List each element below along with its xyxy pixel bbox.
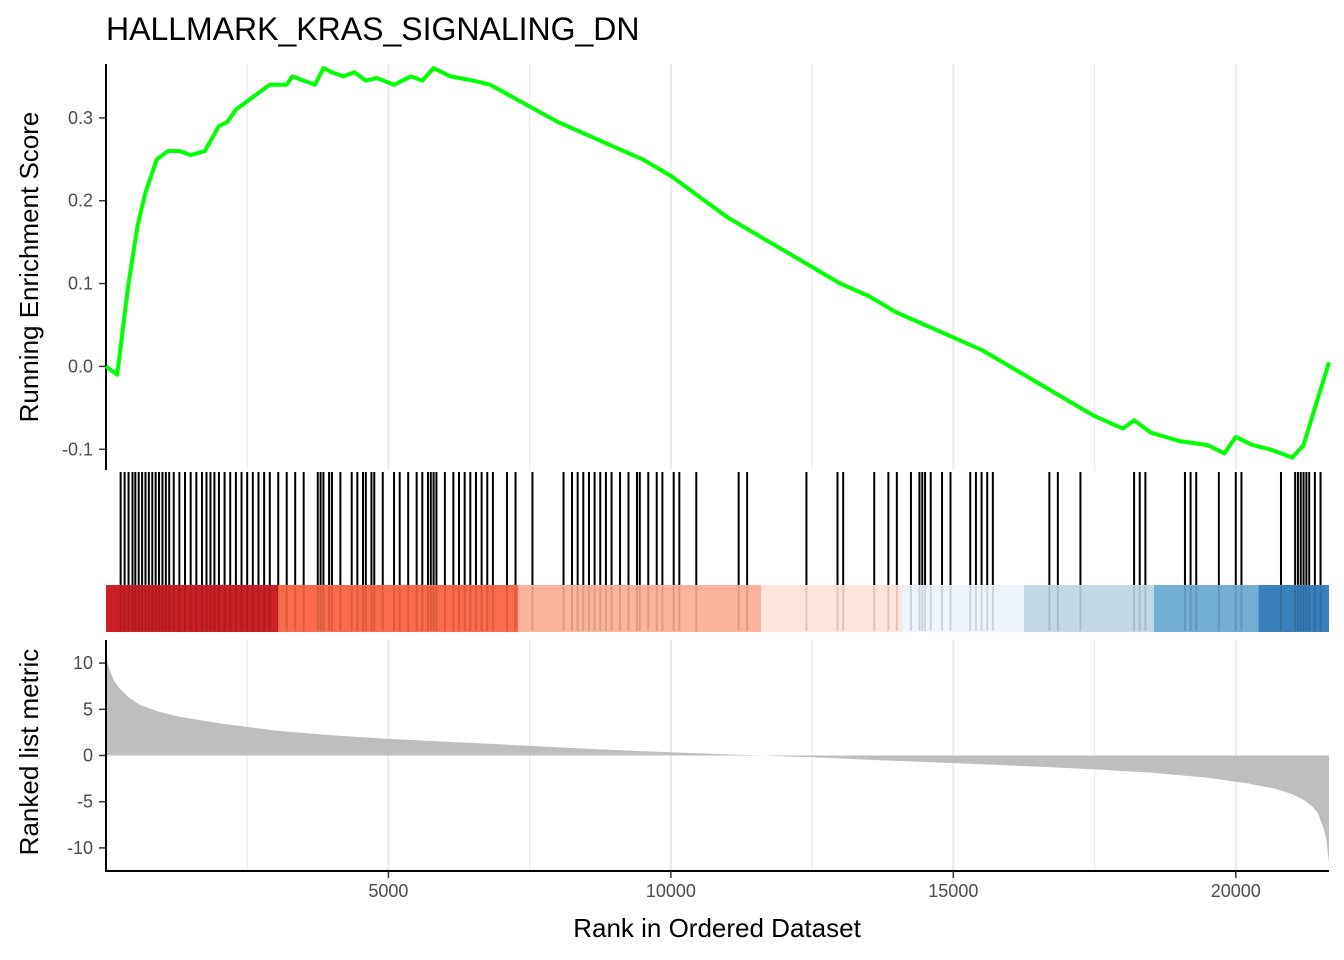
rank-y-tick-label: 5 [83, 699, 93, 719]
x-tick-label: 10000 [646, 881, 696, 901]
rank-y-tick-label: -10 [67, 838, 93, 858]
color-band [1023, 585, 1154, 632]
color-band [761, 585, 903, 632]
es-y-axis-ticks: -0.1 0.0 0.1 0.2 0.3 [62, 108, 106, 459]
band-hit-markers [119, 586, 1322, 631]
hit-markers-panel [119, 472, 1322, 586]
ranked-metric-area [106, 644, 1329, 862]
rank-y-axis-ticks: -10 -5 0 5 10 [67, 653, 106, 858]
x-tick-label: 15000 [928, 881, 978, 901]
rank-y-tick-label: 0 [83, 746, 93, 766]
color-gradient-band [106, 585, 1329, 632]
color-band [1258, 585, 1329, 632]
rank-y-tick-label: 10 [73, 653, 93, 673]
color-band [1153, 585, 1259, 632]
es-y-tick-label: -0.1 [62, 439, 93, 459]
x-axis-ticks: 5000 10000 15000 20000 [368, 871, 1261, 901]
plot-title: HALLMARK_KRAS_SIGNALING_DN [106, 11, 640, 47]
color-band [106, 585, 279, 632]
x-tick-label: 20000 [1211, 881, 1261, 901]
color-band [518, 585, 762, 632]
es-y-axis-title: Running Enrichment Score [14, 112, 44, 423]
color-band [278, 585, 519, 632]
es-y-tick-label: 0.3 [68, 108, 93, 128]
rank-y-tick-label: -5 [77, 792, 93, 812]
es-y-tick-label: 0.0 [68, 356, 93, 376]
rank-y-axis-title: Ranked list metric [14, 649, 44, 856]
ranked-metric-panel: -10 -5 0 5 10 5000 10000 15000 20000 Ranked lis… [14, 640, 1329, 943]
vertical-gridlines [246, 64, 1237, 870]
running-score-panel: -0.1 0.0 0.1 0.2 0.3 Running Enrichment Scor… [14, 64, 1331, 470]
es-y-tick-label: 0.1 [68, 274, 93, 294]
x-tick-label: 5000 [368, 881, 408, 901]
x-axis-title: Rank in Ordered Dataset [573, 913, 861, 943]
es-y-tick-label: 0.2 [68, 191, 93, 211]
running-score-line [104, 66, 1331, 460]
color-band [902, 585, 1024, 632]
